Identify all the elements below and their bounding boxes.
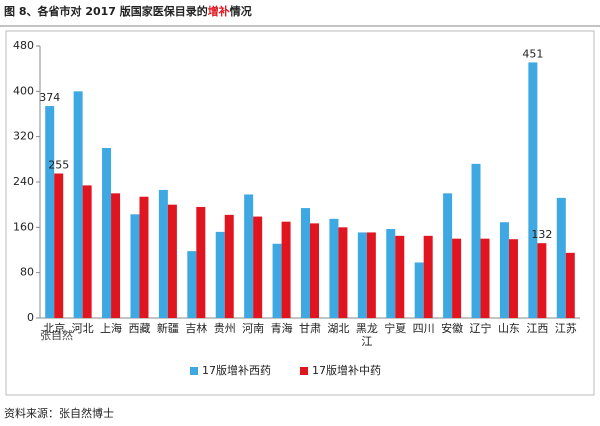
x-tick-label: 上海	[100, 322, 123, 335]
bar	[281, 221, 291, 318]
legend-label: 17版增补西药	[202, 363, 271, 377]
legend-swatch	[300, 367, 308, 375]
bar	[366, 232, 376, 318]
bar	[565, 252, 575, 318]
bar	[102, 148, 112, 318]
chart-title: 图 8、各省市对 2017 版国家医保目录的增补情况	[4, 4, 252, 18]
y-tick-label: 400	[13, 84, 34, 97]
bar	[45, 106, 55, 318]
x-tick-label: 辽宁	[469, 322, 492, 335]
x-tick-label: 湖北	[327, 322, 350, 335]
x-tick-label: 宁夏	[384, 322, 407, 335]
legend-label: 17版增补中药	[312, 363, 381, 377]
bar	[357, 232, 367, 318]
bar	[158, 189, 168, 318]
bar	[310, 223, 319, 318]
x-tick-label: 甘肃	[299, 322, 321, 335]
bar	[443, 193, 453, 318]
y-tick-label: 160	[13, 220, 34, 233]
x-tick-label: 河南	[242, 322, 265, 335]
x-tick-label: 四川	[412, 322, 435, 335]
title-part: 图 8、各省市对 2017 版国家医保目录的	[4, 4, 208, 18]
bar	[329, 218, 339, 318]
value-label: 451	[522, 47, 543, 60]
x-tick-label: 安徽	[441, 322, 464, 335]
title-highlight: 增补	[208, 4, 230, 18]
y-tick-label: 240	[13, 175, 34, 188]
x-tick-label: 贵州	[213, 322, 236, 335]
bar	[386, 229, 396, 318]
bar	[528, 62, 538, 318]
bar	[301, 208, 310, 318]
y-tick-label: 0	[27, 311, 34, 324]
bar	[167, 204, 177, 318]
bar	[499, 222, 509, 318]
x-tick-label: 吉林	[185, 322, 208, 335]
watermark: 张自然	[40, 328, 73, 342]
chart-frame	[5, 30, 595, 396]
bar	[253, 216, 263, 318]
y-tick-label: 320	[13, 130, 34, 143]
bar	[480, 238, 490, 318]
x-tick-label: 山东	[497, 322, 520, 335]
x-tick-label: 江苏	[554, 322, 577, 335]
legend-swatch	[190, 367, 198, 375]
bar	[73, 91, 83, 318]
bar	[471, 163, 481, 318]
bar	[244, 194, 254, 318]
bar	[508, 239, 518, 318]
bar	[111, 193, 121, 318]
bar	[224, 214, 234, 318]
x-tick-label: 新疆	[156, 322, 179, 335]
bar	[187, 251, 197, 318]
bar	[54, 173, 64, 318]
value-label: 374	[39, 91, 60, 104]
bar	[139, 196, 149, 318]
bar	[338, 227, 348, 318]
y-tick-label: 480	[13, 39, 34, 52]
bar	[537, 243, 547, 318]
source: 资料来源：张自然博士	[4, 406, 114, 420]
bar	[272, 243, 282, 318]
x-tick-label: 黑龙江	[355, 322, 378, 348]
bar	[215, 231, 225, 318]
bar	[82, 185, 92, 318]
x-tick-label: 河北	[71, 322, 94, 335]
x-tick-label: 江西	[526, 322, 549, 335]
bar	[395, 235, 405, 318]
value-label: 132	[531, 228, 552, 241]
title-part: 情况	[230, 4, 252, 18]
bar	[196, 206, 206, 318]
bar	[414, 262, 424, 318]
x-tick-label: 北京	[43, 322, 66, 335]
bar	[423, 235, 433, 318]
bar	[556, 197, 566, 318]
bar	[130, 214, 140, 318]
value-label: 255	[48, 159, 69, 172]
bar	[452, 238, 462, 318]
x-tick-label: 西藏	[128, 322, 151, 335]
x-tick-label: 青海	[270, 322, 293, 335]
y-tick-label: 80	[20, 266, 34, 279]
